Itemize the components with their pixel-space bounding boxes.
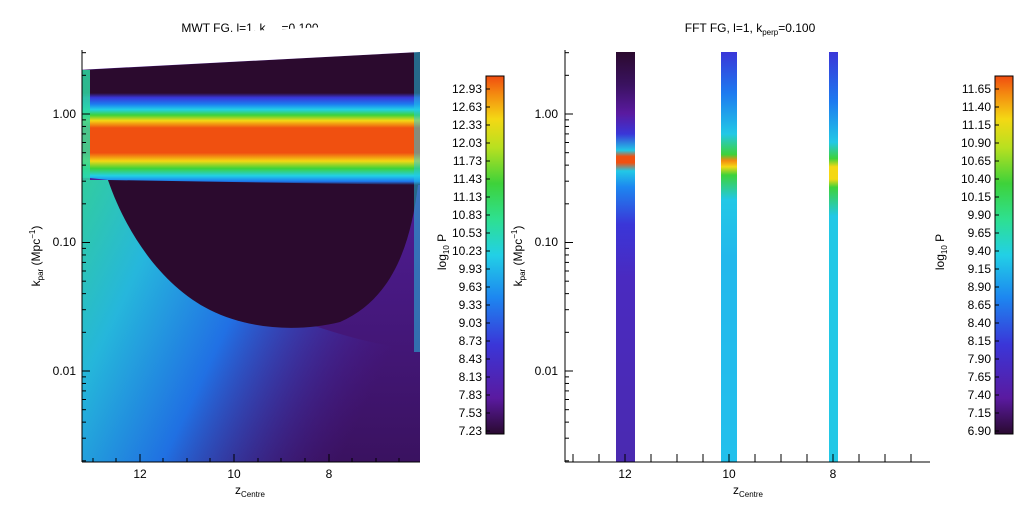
mwt-dark-bowl [108, 180, 418, 328]
colorbar-tick-label: 10.83 [452, 208, 482, 222]
fft-y-tick-label: 0.10 [535, 235, 559, 249]
colorbar-tick-label: 7.15 [968, 406, 992, 420]
colorbar-tick-label: 12.93 [452, 82, 482, 96]
colorbar-tick-label: 7.53 [459, 406, 483, 420]
fft-x-tick-label: 12 [618, 467, 632, 481]
mwt-band [82, 93, 420, 185]
mwt-x-tick-label: 12 [133, 467, 147, 481]
fft-column-8 [829, 52, 838, 462]
colorbar-tick-label: 8.40 [968, 316, 992, 330]
colorbar-tick-label: 9.33 [459, 298, 483, 312]
mwt-y-tick-label: 1.00 [53, 107, 77, 121]
mwt-dark-top [82, 52, 420, 95]
colorbar-tick-label: 7.65 [968, 370, 992, 384]
colorbar-tick-label: 10.53 [452, 226, 482, 240]
fft-y-tick-label: 0.01 [535, 364, 559, 378]
colorbar-tick-label: 11.15 [962, 118, 991, 132]
colorbar-tick-label: 10.65 [961, 154, 991, 168]
colorbar-tick-label: 11.43 [453, 172, 482, 186]
colorbar-tick-label: 9.65 [968, 226, 992, 240]
mwt-right-edge [414, 52, 420, 352]
colorbar-tick-label: 9.63 [459, 280, 483, 294]
mwt-x-tick-label: 8 [326, 467, 333, 481]
mwt-axes: 1.00 0.10 0.01 12 10 8 zCentre kpar (Mpc… [28, 50, 420, 499]
fft-y-label: kpar (Mpc−1) [510, 226, 527, 287]
fft-x-tick-label: 8 [830, 467, 837, 481]
colorbar-tick-label: 9.90 [968, 208, 992, 222]
mwt-panel: MWT FG, l=1, kperp=0.100 1.00 0.10 0.01 … [28, 21, 505, 499]
fft-x-tick-label: 10 [722, 467, 736, 481]
colorbar-tick-label: 7.83 [459, 388, 483, 402]
colorbar-tick-label: 11.13 [453, 190, 482, 204]
mwt-colorbar-label: log10 P [435, 234, 451, 270]
colorbar-tick-label: 7.23 [459, 424, 483, 438]
fft-panel: FFT FG, l=1, kperp=0.100 1.00 0.10 0.01 … [510, 21, 1014, 499]
colorbar-tick-label: 12.33 [452, 118, 482, 132]
colorbar-tick-label: 9.40 [968, 244, 992, 258]
mwt-y-tick-label: 0.01 [53, 364, 77, 378]
colorbar-tick-label: 11.65 [962, 82, 991, 96]
fft-column-12 [616, 52, 635, 462]
mwt-colorbar: 12.93 12.63 12.33 12.03 11.73 11.43 11.13 10.83… [435, 75, 505, 438]
colorbar-tick-label: 12.63 [452, 100, 482, 114]
fft-x-ticks [572, 454, 912, 462]
mwt-x-label: zCentre [235, 483, 266, 499]
colorbar-tick-label: 8.13 [459, 370, 483, 384]
fft-colorbar-ticks: 11.65 11.40 11.15 10.90 10.65 10.40 10.15 9.90 9… [961, 82, 999, 438]
colorbar-tick-label: 9.15 [968, 262, 992, 276]
colorbar-tick-label: 10.90 [961, 136, 991, 150]
colorbar-tick-label: 11.73 [453, 154, 482, 168]
colorbar-tick-label: 8.73 [459, 334, 483, 348]
mwt-y-tick-label: 0.10 [53, 235, 77, 249]
colorbar-tick-label: 9.03 [459, 316, 483, 330]
mwt-x-tick-label: 10 [227, 467, 241, 481]
colorbar-tick-label: 12.03 [452, 136, 482, 150]
colorbar-tick-label: 10.40 [961, 172, 991, 186]
colorbar-tick-label: 7.90 [968, 352, 992, 366]
fft-y-ticks [565, 52, 573, 462]
mwt-y-ticks [82, 52, 90, 462]
colorbar-tick-label: 9.93 [459, 262, 483, 276]
mwt-colorbar-bar [486, 76, 504, 434]
colorbar-tick-label: 10.23 [452, 244, 482, 258]
mwt-heatmap [82, 21, 422, 462]
fft-title: FFT FG, l=1, kperp=0.100 [685, 21, 816, 37]
colorbar-tick-label: 8.65 [968, 298, 992, 312]
mwt-y-label: kpar (Mpc−1) [28, 226, 45, 287]
mwt-colorbar-ticks: 12.93 12.63 12.33 12.03 11.73 11.43 11.13 10.83… [452, 82, 490, 438]
colorbar-tick-label: 11.40 [962, 100, 991, 114]
colorbar-tick-label: 8.90 [968, 280, 992, 294]
colorbar-tick-label: 8.43 [459, 352, 483, 366]
colorbar-tick-label: 10.15 [961, 190, 991, 204]
fft-axes: 1.00 0.10 0.01 12 10 8 zCentre kpar (Mpc… [510, 50, 930, 499]
colorbar-tick-label: 7.40 [968, 388, 992, 402]
fft-column-10 [721, 52, 737, 462]
colorbar-tick-label: 8.15 [968, 334, 992, 348]
mwt-left-edge [82, 70, 90, 180]
colorbar-tick-label: 6.90 [968, 424, 992, 438]
fft-heatmap [616, 52, 838, 462]
mwt-x-ticks [92, 454, 400, 462]
fft-y-tick-label: 1.00 [535, 107, 559, 121]
fft-colorbar: 11.65 11.40 11.15 10.90 10.65 10.40 10.15 9.90 9… [933, 75, 1014, 438]
mwt-whitespace-top [82, 21, 422, 70]
fft-colorbar-label: log10 P [933, 234, 949, 270]
fft-colorbar-bar [995, 76, 1013, 434]
fft-x-label: zCentre [733, 483, 764, 499]
